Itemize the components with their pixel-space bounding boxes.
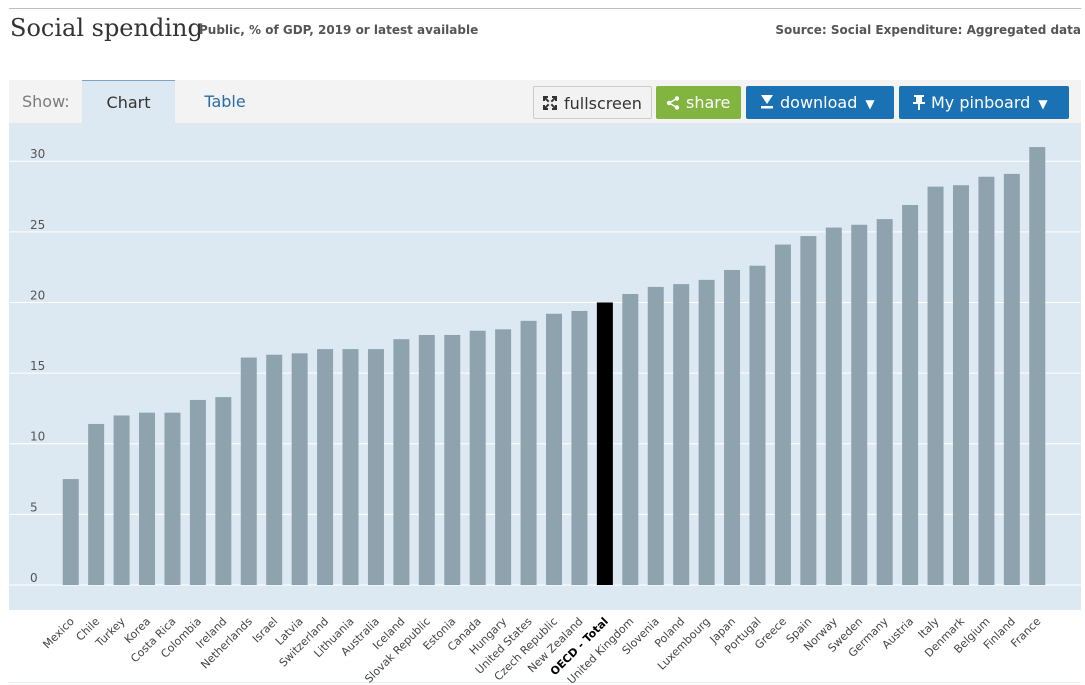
bar-norway[interactable] [825, 227, 842, 586]
bar-japan[interactable] [724, 269, 741, 585]
y-tick-label: 10 [30, 430, 45, 444]
bar-mexico[interactable] [62, 479, 79, 585]
bar-colombia[interactable] [189, 399, 206, 585]
footer-divider [9, 682, 1081, 683]
share-button[interactable]: share [656, 86, 741, 119]
download-button[interactable]: download ▼ [746, 86, 894, 119]
caret-down-icon: ▼ [1038, 97, 1048, 111]
bar-estonia[interactable] [444, 334, 461, 585]
fullscreen-label: fullscreen [564, 94, 642, 113]
toolbar: Show: Chart Table fullscreen share downl… [9, 80, 1081, 124]
bar-united-states[interactable] [520, 320, 537, 585]
caret-down-icon: ▼ [865, 97, 875, 111]
tab-table[interactable]: Table [204, 92, 246, 111]
bar-slovak-republic[interactable] [418, 334, 435, 585]
bar-luxembourg[interactable] [698, 279, 715, 585]
bar-australia[interactable] [367, 349, 384, 585]
y-tick-label: 30 [30, 147, 45, 161]
bar-lithuania[interactable] [342, 349, 359, 585]
bar-finland[interactable] [1003, 173, 1020, 585]
expand-icon [542, 87, 558, 120]
tab-chart[interactable]: Chart [82, 80, 175, 124]
show-label: Show: [22, 92, 70, 111]
share-icon [666, 86, 680, 119]
page-title: Social spending [10, 14, 203, 42]
y-tick-label: 20 [30, 288, 45, 302]
bar-canada[interactable] [469, 330, 486, 585]
bar-spain[interactable] [800, 236, 817, 586]
bar-sweden[interactable] [851, 224, 868, 585]
bar-poland[interactable] [673, 284, 690, 585]
source-note: Source: Social Expenditure: Aggregated d… [775, 23, 1081, 37]
bar-belgium[interactable] [978, 176, 995, 585]
bar-united-kingdom[interactable] [622, 293, 639, 585]
header-divider [9, 8, 1081, 9]
bar-new-zealand[interactable] [571, 310, 588, 585]
fullscreen-button[interactable]: fullscreen [533, 86, 652, 119]
bar-portugal[interactable] [749, 265, 766, 585]
bar-latvia[interactable] [291, 353, 308, 585]
bar-germany[interactable] [876, 219, 893, 585]
bar-israel[interactable] [266, 354, 283, 585]
bar-hungary[interactable] [495, 329, 512, 585]
bar-czech-republic[interactable] [546, 313, 562, 585]
bar-slovenia[interactable] [647, 286, 664, 585]
bar-switzerland[interactable] [317, 349, 334, 585]
y-tick-label: 0 [30, 571, 38, 585]
page-subtitle: Public, % of GDP, 2019 or latest availab… [199, 23, 479, 37]
bar-greece[interactable] [774, 244, 791, 586]
y-tick-label: 25 [30, 218, 45, 232]
pinboard-button[interactable]: My pinboard ▼ [899, 86, 1069, 119]
bar-italy[interactable] [927, 186, 944, 585]
bar-oecd-total[interactable] [596, 302, 613, 585]
bar-ireland[interactable] [215, 397, 232, 585]
y-tick-label: 15 [30, 359, 45, 373]
bar-denmark[interactable] [952, 185, 969, 585]
download-label: download [780, 93, 858, 112]
x-tick-label: Mexico [40, 615, 77, 652]
bar-chile[interactable] [88, 423, 105, 585]
bar-france[interactable] [1029, 147, 1046, 586]
download-icon [760, 86, 774, 119]
bar-iceland[interactable] [393, 339, 410, 585]
bar-turkey[interactable] [113, 415, 130, 585]
pinboard-label: My pinboard [931, 93, 1031, 112]
bar-austria[interactable] [902, 204, 919, 585]
bar-korea[interactable] [139, 412, 156, 585]
share-label: share [686, 93, 731, 112]
bar-costa-rica[interactable] [164, 412, 181, 585]
y-tick-label: 5 [30, 500, 38, 514]
pin-icon [913, 86, 925, 119]
bar-netherlands[interactable] [240, 357, 257, 585]
